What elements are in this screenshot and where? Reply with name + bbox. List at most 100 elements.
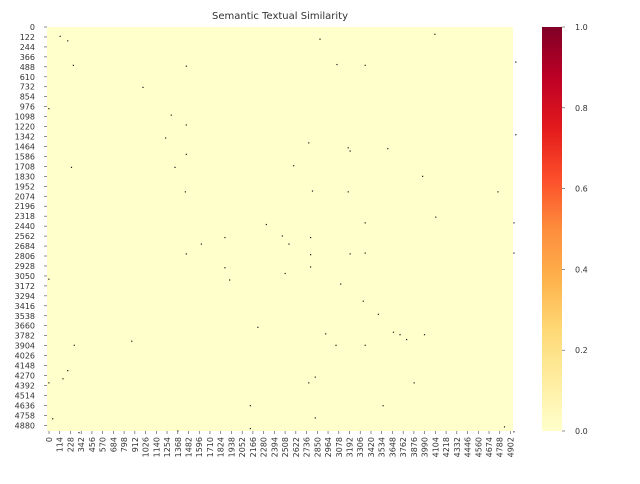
heatmap-cell-16 xyxy=(347,147,349,149)
y-tick-label-25: 3050 xyxy=(15,272,35,281)
heatmap-cell-66 xyxy=(249,405,251,407)
y-tick-label-32: 3904 xyxy=(15,342,35,351)
x-tick-label-26: 2964 xyxy=(324,437,333,457)
x-tick-label-25: 2850 xyxy=(313,437,322,457)
y-tick-label-7: 854 xyxy=(20,93,35,102)
heatmap-cell-58 xyxy=(335,344,337,346)
heatmap-cell-19 xyxy=(185,153,187,155)
colorbar-gradient xyxy=(542,27,562,431)
x-tick-label-34: 3876 xyxy=(410,437,419,457)
y-tick-label-14: 1708 xyxy=(15,162,35,171)
heatmap-cell-74 xyxy=(513,431,515,433)
heatmap-cell-55 xyxy=(423,334,426,336)
heatmap-cell-33 xyxy=(224,236,226,239)
heatmap-cell-3 xyxy=(142,86,144,88)
heatmap-cell-35 xyxy=(200,243,202,245)
heatmap-cell-6 xyxy=(336,63,338,66)
heatmap-cell-24 xyxy=(184,191,186,193)
y-tick-label-17: 2074 xyxy=(15,192,35,201)
y-tick-label-20: 2440 xyxy=(15,222,35,231)
heatmap-cell-71 xyxy=(249,427,251,430)
x-tick-label-12: 1368 xyxy=(174,437,183,457)
heatmap-cell-40 xyxy=(364,252,366,254)
heatmap-cell-34 xyxy=(309,236,312,239)
heatmap-cell-11 xyxy=(170,114,172,116)
heatmap-cell-27 xyxy=(497,191,499,193)
x-tick-label-1: 114 xyxy=(56,437,65,452)
heatmap-cell-9 xyxy=(515,61,517,63)
heatmap-cell-57 xyxy=(73,344,75,346)
x-tick-label-19: 2166 xyxy=(249,437,258,457)
heatmap-cell-41 xyxy=(513,252,515,254)
y-tick-label-9: 1098 xyxy=(15,113,35,122)
x-tick-label-18: 2052 xyxy=(238,437,247,457)
x-tick-label-40: 4560 xyxy=(474,437,483,457)
heatmap-cell-25 xyxy=(311,190,314,192)
y-tick-label-4: 488 xyxy=(20,63,35,72)
heatmap-cell-65 xyxy=(413,382,415,384)
x-tick-label-14: 1596 xyxy=(195,437,204,457)
heatmap-cell-23 xyxy=(422,175,424,177)
y-tick-label-5: 610 xyxy=(20,73,35,82)
heatmap-cell-2 xyxy=(72,64,74,66)
y-tick-label-31: 3782 xyxy=(15,332,35,341)
x-tick-label-15: 1710 xyxy=(206,437,215,457)
heatmap-cell-15 xyxy=(308,142,310,144)
heatmap-cell-48 xyxy=(362,300,364,302)
heatmap-cell-63 xyxy=(48,382,50,384)
heatmap-cell-43 xyxy=(309,266,312,268)
heatmap-cell-30 xyxy=(364,222,366,224)
heatmap-cell-8 xyxy=(434,33,436,35)
heatmap-cell-37 xyxy=(185,253,187,255)
x-tick-label-10: 1140 xyxy=(152,437,161,457)
y-tick-label-3: 366 xyxy=(20,53,35,62)
y-tick-label-34: 4148 xyxy=(15,362,35,371)
x-tick-label-3: 342 xyxy=(77,437,86,452)
heatmap-cell-52 xyxy=(392,331,395,333)
y-tick-label-39: 4758 xyxy=(15,411,35,420)
heatmap-cell-39 xyxy=(349,253,351,255)
heatmap-cell-62 xyxy=(314,376,316,378)
x-tick-label-35: 3990 xyxy=(421,437,430,457)
colorbar-tick-label-1: 0.2 xyxy=(575,346,588,355)
y-tick-label-15: 1830 xyxy=(15,172,35,181)
heatmap-cell-54 xyxy=(406,338,408,341)
y-tick-label-28: 3416 xyxy=(15,302,35,311)
heatmap-cell-51 xyxy=(325,333,327,335)
x-tick-label-9: 1026 xyxy=(142,437,151,457)
x-tick-label-41: 4674 xyxy=(485,437,494,457)
x-tick-label-39: 4446 xyxy=(464,437,473,457)
x-tick-label-6: 684 xyxy=(109,437,118,452)
heatmap-cell-53 xyxy=(399,334,401,336)
x-tick-label-42: 4788 xyxy=(496,437,505,457)
heatmap-cell-56 xyxy=(131,340,133,342)
x-tick-label-4: 456 xyxy=(88,437,97,452)
x-tick-label-22: 2508 xyxy=(281,437,290,457)
x-tick-label-37: 4218 xyxy=(442,437,451,457)
y-axis: 0122244366488610732854976109812201342146… xyxy=(15,23,47,430)
x-tick-label-8: 912 xyxy=(131,437,140,452)
heatmap-cell-32 xyxy=(281,235,283,237)
x-axis: 0 114 228 342 456 570 684 798 912 1026 1140 1254 136… xyxy=(45,431,515,457)
y-tick-label-0: 0 xyxy=(30,23,35,32)
x-tick-label-33: 3762 xyxy=(399,437,408,457)
heatmap-cell-0 xyxy=(59,35,61,37)
y-tick-label-19: 2318 xyxy=(15,212,35,221)
colorbar-tick-label-5: 1.0 xyxy=(575,23,588,32)
x-tick-label-24: 2736 xyxy=(303,437,312,457)
x-tick-label-11: 1254 xyxy=(163,437,172,457)
heatmap-cell-31 xyxy=(513,222,515,224)
heatmap-cell-12 xyxy=(185,124,187,126)
heatmap-cell-42 xyxy=(224,267,226,269)
y-tick-label-1: 122 xyxy=(20,33,35,42)
y-tick-label-40: 4880 xyxy=(15,421,35,430)
heatmap-cell-5 xyxy=(319,38,321,40)
y-tick-label-21: 2562 xyxy=(15,232,35,241)
x-tick-label-38: 4332 xyxy=(453,437,462,457)
heatmap-area xyxy=(47,27,517,434)
y-tick-label-33: 4026 xyxy=(15,352,35,361)
chart-title: Semantic Textual Similarity xyxy=(212,11,348,22)
y-tick-label-27: 3294 xyxy=(15,292,35,301)
y-tick-label-24: 2928 xyxy=(15,262,35,271)
